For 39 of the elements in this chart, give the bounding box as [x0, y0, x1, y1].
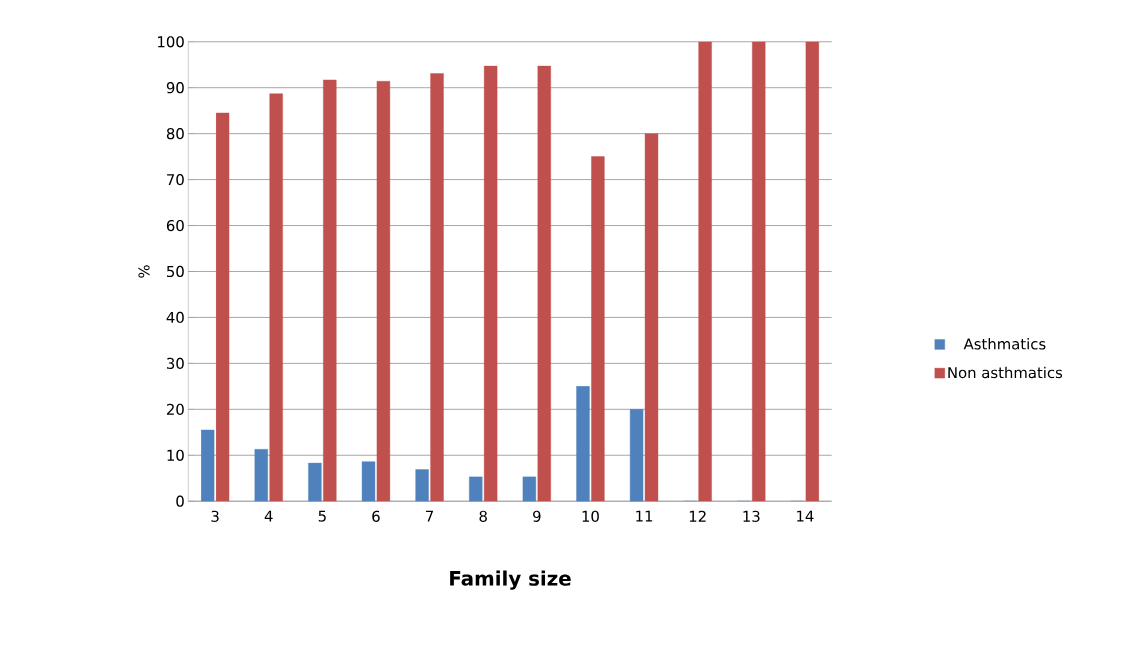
y-tick-label: 90 — [166, 81, 184, 94]
y-tick-label: 60 — [166, 219, 184, 231]
bar — [644, 133, 659, 502]
bar — [698, 41, 712, 502]
x-tick-label: 9 — [533, 510, 541, 522]
y-tick-label: 100 — [158, 35, 184, 48]
x-tick-label: 12 — [689, 510, 706, 522]
x-tick-label: 11 — [636, 510, 653, 522]
bar — [537, 65, 551, 502]
y-tick-label: 20 — [166, 403, 184, 415]
y-tick-label: 40 — [166, 311, 184, 323]
x-tick-label: 3 — [211, 510, 219, 522]
y-axis-title: % — [138, 265, 150, 278]
legend-label: Non asthmatics — [948, 366, 1063, 379]
y-tick-label: 50 — [167, 265, 184, 277]
bar — [430, 73, 444, 502]
x-tick-label: 4 — [264, 510, 273, 522]
x-tick-label: 8 — [479, 510, 487, 522]
bar — [323, 79, 337, 502]
bar — [752, 41, 766, 502]
y-tick-label: 0 — [176, 495, 184, 507]
x-axis-title: Family size — [450, 570, 571, 590]
bar — [269, 93, 283, 502]
y-tick-label: 30 — [167, 357, 184, 369]
bar — [376, 80, 391, 502]
x-tick-label: 14 — [797, 510, 814, 522]
y-tick-label: 10 — [167, 449, 184, 461]
y-tick-label: 70 — [167, 173, 184, 186]
bar — [591, 156, 605, 502]
x-tick-label: 5 — [318, 510, 326, 522]
x-tick-label: 10 — [582, 510, 599, 522]
x-tick-label: 6 — [372, 510, 380, 522]
bar — [215, 112, 230, 502]
x-tick-label: 7 — [426, 510, 434, 522]
x-tick-label: 13 — [743, 510, 760, 522]
bar — [483, 65, 498, 502]
legend-label: Asthmatics — [963, 337, 1046, 350]
bar — [805, 41, 820, 502]
y-tick-label: 80 — [166, 127, 184, 140]
